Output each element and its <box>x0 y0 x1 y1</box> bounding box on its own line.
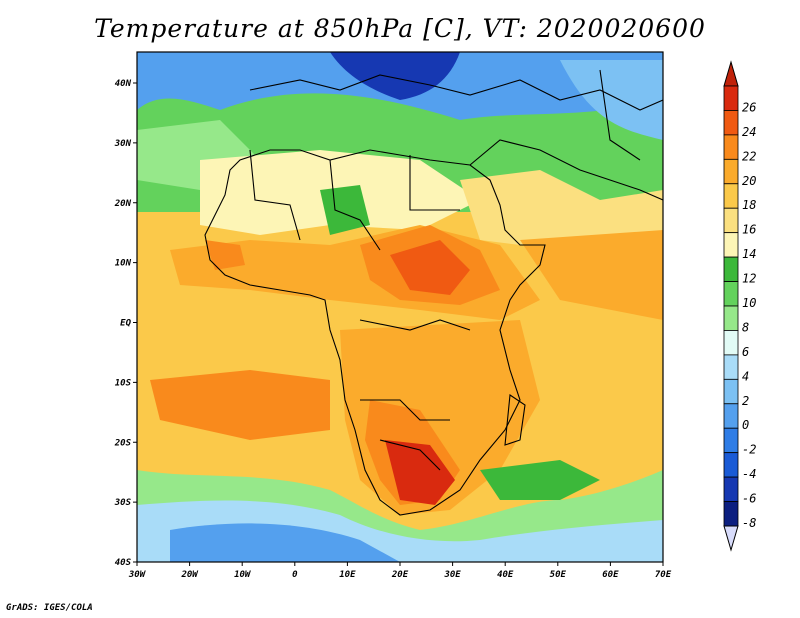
colorbar-label: 4 <box>742 369 749 383</box>
lat-tick-label: 40S <box>115 558 132 568</box>
colorbar-label: -8 <box>742 516 756 530</box>
field-mozambique-green <box>480 460 600 500</box>
country-borders <box>204 69 663 516</box>
colorbar-label: 18 <box>742 198 756 212</box>
colorbar-label: 8 <box>742 320 749 334</box>
colorbar-swatch <box>723 476 739 502</box>
lon-tick-label: 10E <box>339 570 356 580</box>
lat-tick-label: 20N <box>114 199 132 209</box>
colorbar-swatch <box>723 427 739 454</box>
lon-tick-label: 50E <box>550 570 567 580</box>
lat-tick-label: 20S <box>114 438 132 448</box>
lat-tick-label: 40N <box>115 79 132 89</box>
colorbar-label: 22 <box>742 149 756 163</box>
colorbar-label: 12 <box>742 272 756 286</box>
asia-border <box>599 69 641 161</box>
field-north-darkblue <box>330 52 460 100</box>
colorbar-label: 6 <box>742 345 749 359</box>
colorbar-label: 20 <box>742 174 756 188</box>
colorbar-swatch <box>723 85 739 111</box>
colorbar-swatch <box>723 330 739 356</box>
colorbar-label: 16 <box>742 223 756 237</box>
lat-tick-label: 10S <box>115 378 132 388</box>
field-ne-blue <box>560 60 663 140</box>
lon-tick-label: 30W <box>128 570 147 580</box>
field-sudan-hot <box>390 240 470 295</box>
temperature-field <box>137 52 663 562</box>
colorbar-swatch <box>723 110 739 136</box>
colorbar-swatch <box>723 256 739 282</box>
lon-tick-label: 20E <box>391 570 409 580</box>
colorbar-swatch <box>723 452 739 478</box>
border-2 <box>329 159 381 251</box>
lon-tick-label: 40E <box>497 570 514 580</box>
colorbar-swatch <box>723 232 739 258</box>
colorbar-swatch <box>723 501 739 527</box>
lon-tick-label: 0 <box>292 570 298 580</box>
lon-tick-label: 60E <box>602 570 619 580</box>
colorbar-swatch <box>723 354 739 380</box>
field-south-blue <box>170 523 400 562</box>
border-4 <box>359 319 471 331</box>
lat-tick-label: EQ <box>120 319 131 329</box>
europe-coast <box>249 74 663 111</box>
lat-tick-label: 10N <box>115 259 132 269</box>
colorbar-under-triangle <box>723 525 739 552</box>
lat-tick-label: 30S <box>114 498 132 508</box>
field-guinea <box>205 240 245 270</box>
border-5 <box>360 399 450 421</box>
map-title: Temperature at 850hPa [C], VT: 202002060… <box>94 14 706 43</box>
lat-tick-label: 30N <box>114 139 132 149</box>
border-6 <box>379 439 441 471</box>
colorbar-swatch <box>723 305 739 331</box>
field-hot-core <box>385 440 455 505</box>
colorbar-label: 2 <box>742 394 749 408</box>
colorbar-label: 10 <box>742 296 756 310</box>
colorbar-label: 0 <box>742 418 749 432</box>
colorbar-label: 26 <box>742 100 756 114</box>
field-indian-ocean-n <box>520 230 663 320</box>
colorbar-swatch <box>723 183 739 209</box>
colorbar-swatch <box>723 281 739 307</box>
lon-tick-label: 30E <box>443 570 461 580</box>
colorbar-swatch <box>723 207 739 234</box>
field-central-green <box>320 185 370 235</box>
colorbar-over-triangle <box>723 60 739 87</box>
axis-ticks: 30W 20W 10W 0 10E 20E 30E 40E 50E 60E 70E 40N 30N 20N… <box>114 79 672 580</box>
lon-tick-label: 70E <box>655 570 672 580</box>
colorbar-label: 14 <box>742 247 756 261</box>
colorbar-swatch <box>723 378 739 405</box>
colorbar-swatch <box>723 134 739 160</box>
footer-credit: GrADS: IGES/COLA <box>6 603 93 613</box>
colorbar-swatch <box>723 158 739 185</box>
border-3 <box>409 155 460 211</box>
arabia-coast <box>469 139 663 201</box>
field-atlantic-warm <box>150 370 330 440</box>
africa-coastline <box>204 149 546 516</box>
colorbar-label: -6 <box>742 492 756 506</box>
colorbar-label: 24 <box>742 125 756 139</box>
colorbar-label: -2 <box>742 443 756 457</box>
madagascar <box>504 394 526 446</box>
colorbar-swatch <box>723 403 739 429</box>
field-arabia <box>460 170 663 250</box>
border-1 <box>249 149 301 241</box>
colorbar-label: -4 <box>742 467 756 481</box>
lon-tick-label: 20W <box>180 570 199 580</box>
lon-tick-label: 10W <box>234 570 252 580</box>
